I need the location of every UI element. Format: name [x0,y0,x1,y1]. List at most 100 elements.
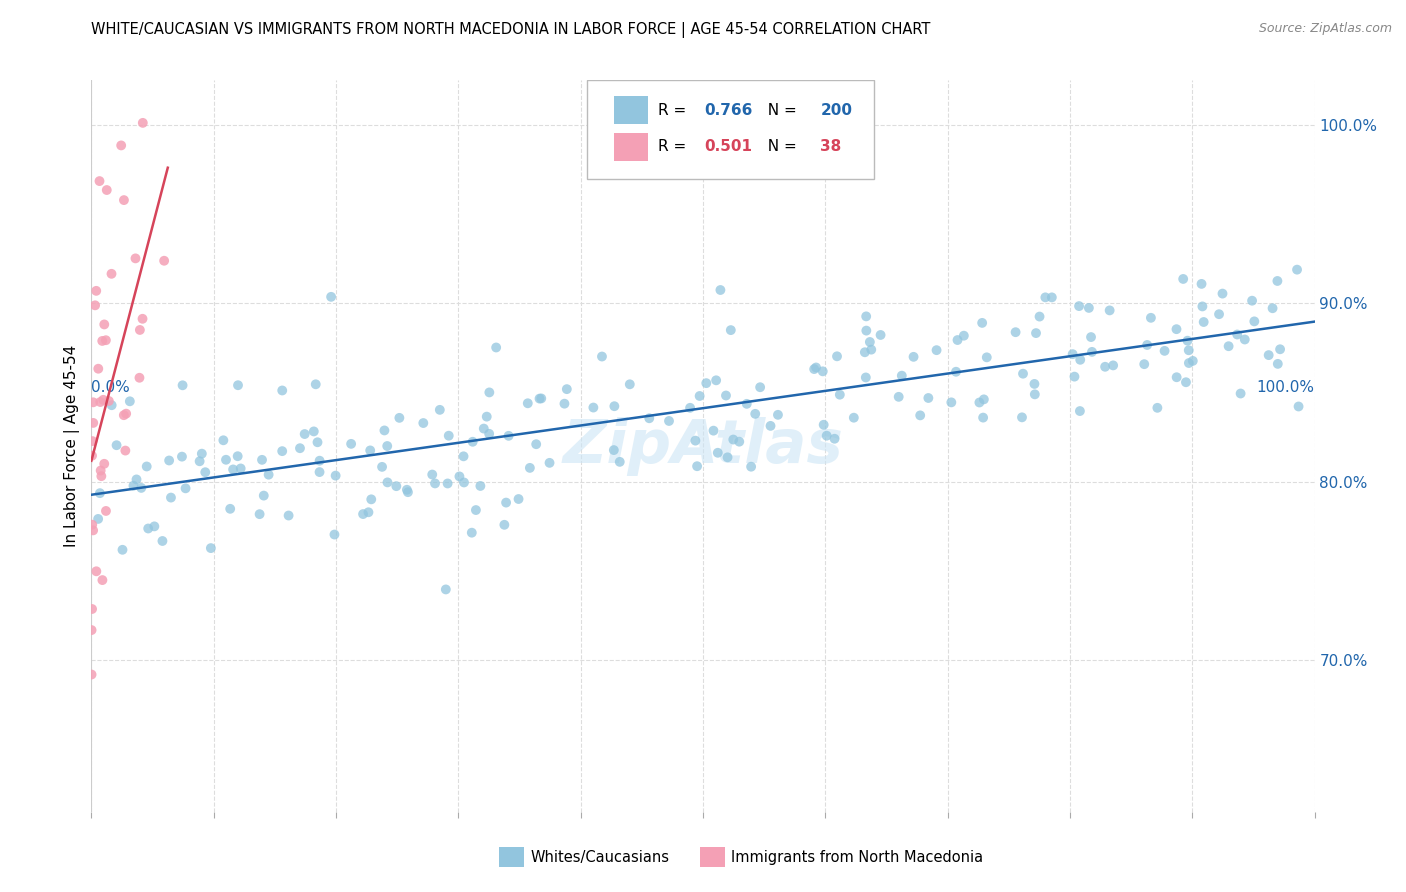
Y-axis label: In Labor Force | Age 45-54: In Labor Force | Age 45-54 [65,345,80,547]
Point [200,541,222,555]
Point [709,283,731,297]
Point [449,469,471,483]
Point [735,397,758,411]
Point [1177,343,1199,358]
Point [82,395,104,409]
Point [917,391,939,405]
Point [813,417,835,432]
Point [1261,301,1284,316]
Point [129,481,152,495]
Point [1146,401,1168,415]
Point [759,418,782,433]
Point [555,382,578,396]
FancyBboxPatch shape [586,80,875,179]
Point [271,384,294,398]
Point [423,476,446,491]
Point [1133,357,1156,371]
Point [172,378,194,392]
Point [695,376,717,391]
Point [603,443,626,458]
Point [686,459,709,474]
Text: Source: ZipAtlas.com: Source: ZipAtlas.com [1258,22,1392,36]
Point [294,427,316,442]
Point [80,667,103,681]
Point [153,253,176,268]
Point [461,525,484,540]
Point [436,476,458,491]
Point [855,324,877,338]
Point [1229,386,1251,401]
Point [976,351,998,365]
Text: 100.0%: 100.0% [1257,380,1315,395]
Point [100,267,122,281]
Point [1268,343,1291,357]
Point [685,434,707,448]
Point [188,454,211,468]
Point [307,435,329,450]
Point [128,370,150,384]
Point [82,416,104,430]
Point [972,316,994,330]
Point [412,416,434,430]
Point [461,434,484,449]
Point [1033,290,1056,304]
Point [744,407,766,421]
Point [215,452,238,467]
Point [1062,347,1084,361]
Point [1140,310,1163,325]
Point [925,343,948,358]
Point [1004,325,1026,339]
Point [1094,359,1116,374]
Point [91,334,114,348]
Point [478,385,501,400]
Point [357,505,380,519]
Point [1233,333,1256,347]
Point [1024,387,1046,401]
Point [1153,343,1175,358]
Point [396,485,419,500]
Point [825,349,848,363]
Point [288,441,311,455]
Point [1267,357,1289,371]
Point [308,453,330,467]
Point [84,284,107,298]
Point [271,444,294,458]
Text: N =: N = [758,103,801,118]
Point [969,395,991,409]
Point [855,310,877,324]
Point [131,311,153,326]
Point [91,573,114,587]
Point [1191,300,1213,314]
Point [1243,314,1265,328]
Point [1178,356,1201,370]
Point [97,394,120,409]
Point [591,350,613,364]
Point [308,465,330,479]
Point [485,341,508,355]
Point [87,512,110,526]
Point [80,602,103,616]
Point [136,521,159,535]
Point [80,449,103,463]
Point [1288,400,1310,414]
Point [160,491,183,505]
Point [1173,272,1195,286]
Point [174,481,197,495]
Point [91,392,114,407]
Point [305,377,328,392]
Point [855,370,877,384]
Point [125,472,148,486]
Point [609,455,631,469]
Point [1102,359,1125,373]
Point [1098,303,1121,318]
Point [323,527,346,541]
Point [1191,277,1213,291]
Point [114,443,136,458]
Point [524,437,547,451]
Point [128,323,150,337]
Point [658,414,681,428]
Text: ZipAtlas: ZipAtlas [562,417,844,475]
Text: Whites/Caucasians: Whites/Caucasians [530,850,669,864]
Point [111,542,134,557]
Point [118,394,141,409]
